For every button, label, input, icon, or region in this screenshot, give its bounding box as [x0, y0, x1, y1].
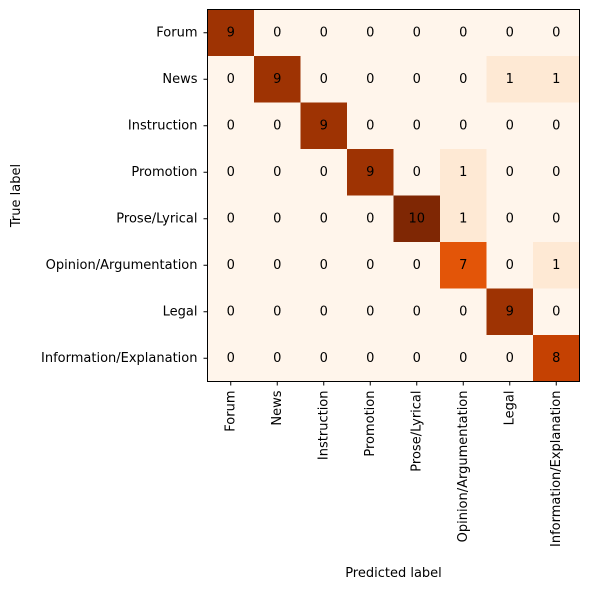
cell-value-label: 0: [459, 118, 467, 133]
cell-value-label: 0: [552, 165, 560, 180]
cell-value-label: 0: [227, 211, 235, 226]
x-tick-label: Information/Explanation: [549, 391, 564, 547]
x-axis-label: Predicted label: [345, 566, 442, 581]
cell-value-label: 9: [506, 304, 514, 319]
cell-value-label: 0: [459, 304, 467, 319]
cell-value-label: 9: [273, 72, 281, 87]
cell-value-label: 0: [506, 351, 514, 366]
y-tick-label: Promotion: [131, 165, 197, 180]
cell-value-label: 0: [506, 165, 514, 180]
x-tick-label: News: [270, 390, 285, 425]
cell-value-label: 0: [506, 211, 514, 226]
cell-value-label: 0: [320, 72, 328, 87]
cell-value-label: 0: [413, 118, 421, 133]
y-tick-label: News: [162, 72, 197, 87]
cell-value-label: 0: [227, 118, 235, 133]
cell-value-label: 0: [413, 304, 421, 319]
cell-value-label: 0: [506, 258, 514, 273]
cell-value-label: 0: [366, 258, 374, 273]
cell-value-label: 0: [366, 351, 374, 366]
cell-value-label: 0: [459, 72, 467, 87]
cell-value-label: 0: [413, 351, 421, 366]
cell-value-label: 0: [273, 258, 281, 273]
y-axis-ticks: Forum News Instruction Promotion Prose/Lyric…: [41, 25, 207, 366]
cell-value-label: 10: [408, 211, 425, 226]
cell-value-label: 0: [227, 351, 235, 366]
cell-value-label: 0: [413, 25, 421, 40]
cell-value-label: 0: [413, 165, 421, 180]
cell-value-label: 0: [552, 25, 560, 40]
y-tick-label: Opinion/Argumentation: [46, 258, 198, 273]
cell-value-label: 0: [227, 72, 235, 87]
cell-value-label: 9: [320, 118, 328, 133]
x-tick-label: Prose/Lyrical: [409, 391, 424, 472]
y-tick-label: Forum: [156, 25, 197, 40]
cell-value-label: 0: [366, 211, 374, 226]
cell-value-label: 0: [320, 258, 328, 273]
cell-value-label: 0: [273, 304, 281, 319]
x-tick-label: Forum: [223, 391, 238, 432]
cell-value-label: 0: [552, 304, 560, 319]
cell-value-label: 0: [227, 304, 235, 319]
cell-value-label: 1: [552, 258, 560, 273]
cell-value-label: 0: [320, 211, 328, 226]
cell-value-label: 0: [273, 25, 281, 40]
cell-value-label: 0: [227, 165, 235, 180]
y-tick-label: Legal: [163, 304, 198, 319]
heatmap-cells: [208, 10, 580, 382]
cell-value-label: 1: [506, 72, 514, 87]
cell-value-label: 1: [459, 165, 467, 180]
cell-value-label: 0: [552, 118, 560, 133]
x-tick-label: Opinion/Argumentation: [456, 391, 471, 543]
cell-value-label: 0: [366, 25, 374, 40]
cell-value-label: 0: [506, 118, 514, 133]
cell-value-label: 0: [320, 304, 328, 319]
cell-value-label: 0: [273, 165, 281, 180]
cell-value-label: 0: [366, 118, 374, 133]
cell-value-label: 0: [320, 165, 328, 180]
cell-value-label: 9: [366, 165, 374, 180]
cell-value-label: 1: [552, 72, 560, 87]
cell-value-label: 0: [366, 72, 374, 87]
x-tick-label: Legal: [502, 391, 517, 426]
cell-value-label: 0: [320, 351, 328, 366]
cell-value-label: 0: [413, 258, 421, 273]
cell-value-label: 0: [552, 211, 560, 226]
y-tick-label: Information/Explanation: [41, 351, 197, 366]
cell-value-label: 0: [459, 351, 467, 366]
x-axis-ticks: Forum News Instruction Promotion Prose/Lyric…: [223, 382, 564, 547]
y-axis-label: True label: [9, 164, 24, 228]
cell-value-label: 0: [273, 351, 281, 366]
cell-value-label: 8: [552, 351, 560, 366]
cell-value-label: 0: [366, 304, 374, 319]
cell-value-label: 0: [273, 118, 281, 133]
cell-value-label: 9: [227, 25, 235, 40]
cell-value-label: 0: [506, 25, 514, 40]
cell-value-label: 0: [459, 25, 467, 40]
cell-value-label: 0: [273, 211, 281, 226]
cell-value-label: 0: [227, 258, 235, 273]
x-tick-label: Promotion: [363, 391, 378, 457]
y-tick-label: Instruction: [128, 118, 198, 133]
cell-value-label: 7: [459, 258, 467, 273]
cell-value-label: 0: [320, 25, 328, 40]
cell-value-label: 1: [459, 211, 467, 226]
y-tick-label: Prose/Lyrical: [116, 211, 197, 226]
cell-value-label: 0: [413, 72, 421, 87]
x-tick-label: Instruction: [316, 391, 331, 461]
